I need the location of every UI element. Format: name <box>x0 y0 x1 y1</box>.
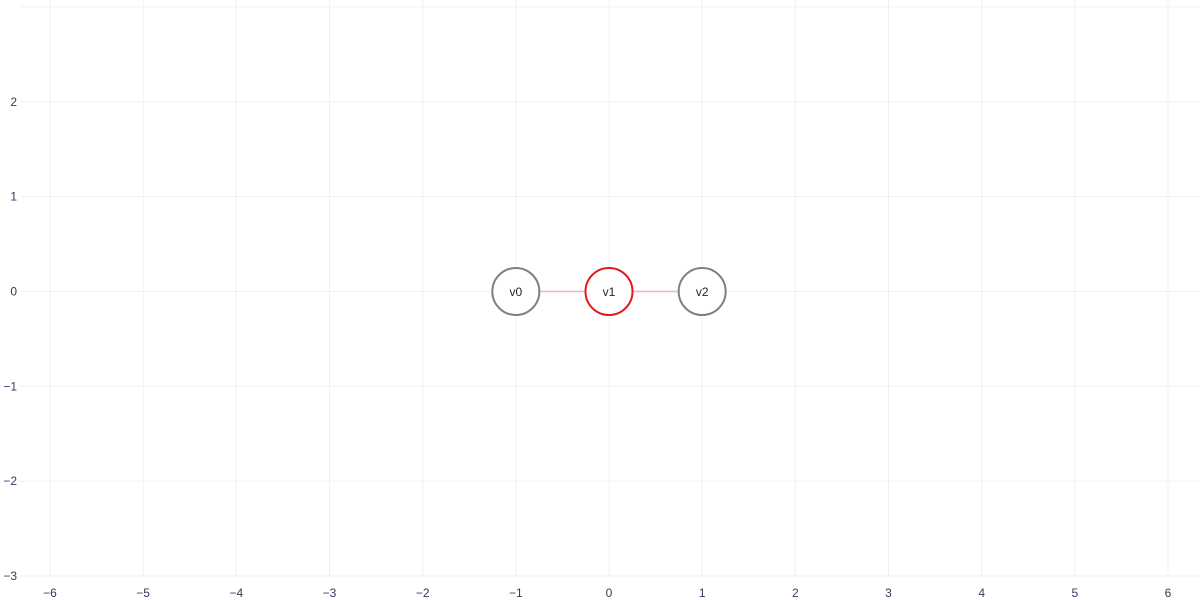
x-tick-label: 1 <box>699 586 706 600</box>
x-tick-label: −4 <box>229 586 243 600</box>
node-circle[interactable] <box>491 267 541 316</box>
y-axis-ticks: −3 −2 −1 0 1 2 <box>3 95 17 583</box>
nodes: v0 v1 v2 <box>491 267 727 316</box>
node-label: v1 <box>603 285 616 299</box>
node-circle[interactable] <box>584 267 634 316</box>
y-tick-label: 2 <box>10 95 17 109</box>
x-tick-label: 6 <box>1165 586 1172 600</box>
y-tick-label: 1 <box>10 190 17 204</box>
x-tick-label: −5 <box>136 586 150 600</box>
node-label: v2 <box>696 285 709 299</box>
x-tick-label: 5 <box>1072 586 1079 600</box>
x-tick-label: −2 <box>416 586 430 600</box>
x-tick-label: −1 <box>509 586 523 600</box>
node-v2[interactable]: v2 <box>677 267 727 316</box>
y-tick-label: −2 <box>3 474 17 488</box>
x-tick-label: 3 <box>885 586 892 600</box>
node-v1[interactable]: v1 <box>584 267 634 316</box>
node-label: v0 <box>509 285 522 299</box>
x-tick-label: −6 <box>43 586 57 600</box>
y-tick-label: −3 <box>3 569 17 583</box>
x-axis-ticks: −6 −5 −4 −3 −2 −1 0 1 2 3 4 5 6 <box>43 586 1172 600</box>
x-tick-label: 0 <box>606 586 613 600</box>
y-tick-label: −1 <box>3 379 17 393</box>
x-tick-label: 4 <box>978 586 985 600</box>
x-tick-label: 2 <box>792 586 799 600</box>
node-circle[interactable] <box>677 267 727 316</box>
y-tick-label: 0 <box>10 285 17 299</box>
x-tick-label: −3 <box>323 586 337 600</box>
node-v0[interactable]: v0 <box>491 267 541 316</box>
